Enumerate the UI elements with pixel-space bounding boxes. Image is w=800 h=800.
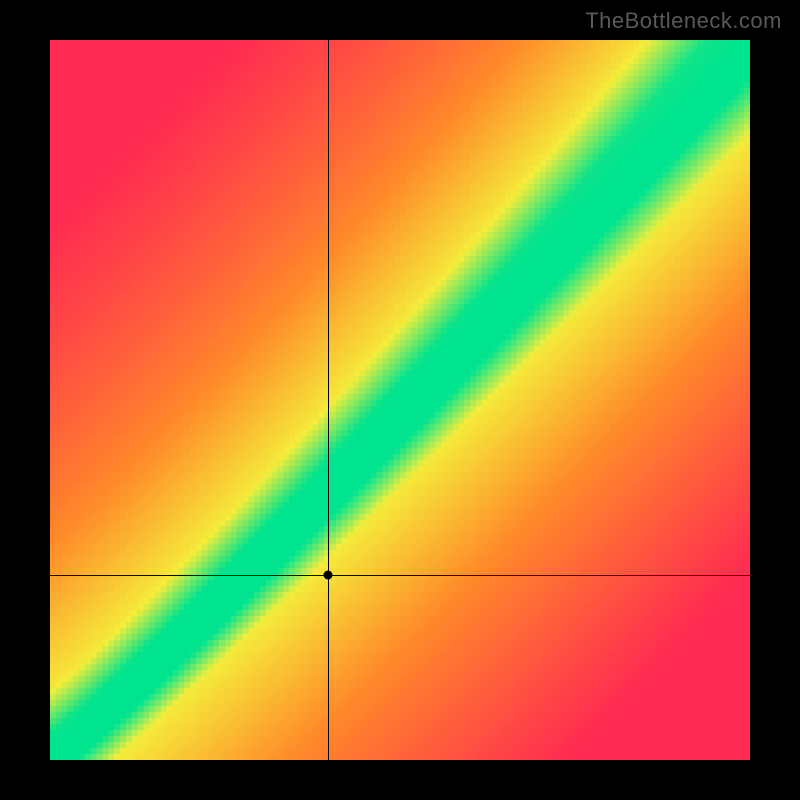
crosshair-marker[interactable]	[323, 570, 332, 579]
heatmap-plot	[50, 40, 750, 760]
crosshair-horizontal	[50, 575, 750, 576]
root: TheBottleneck.com	[0, 0, 800, 800]
chart-frame	[15, 35, 785, 790]
watermark-text: TheBottleneck.com	[585, 8, 782, 34]
heatmap-canvas	[50, 40, 750, 760]
crosshair-vertical	[328, 40, 329, 760]
